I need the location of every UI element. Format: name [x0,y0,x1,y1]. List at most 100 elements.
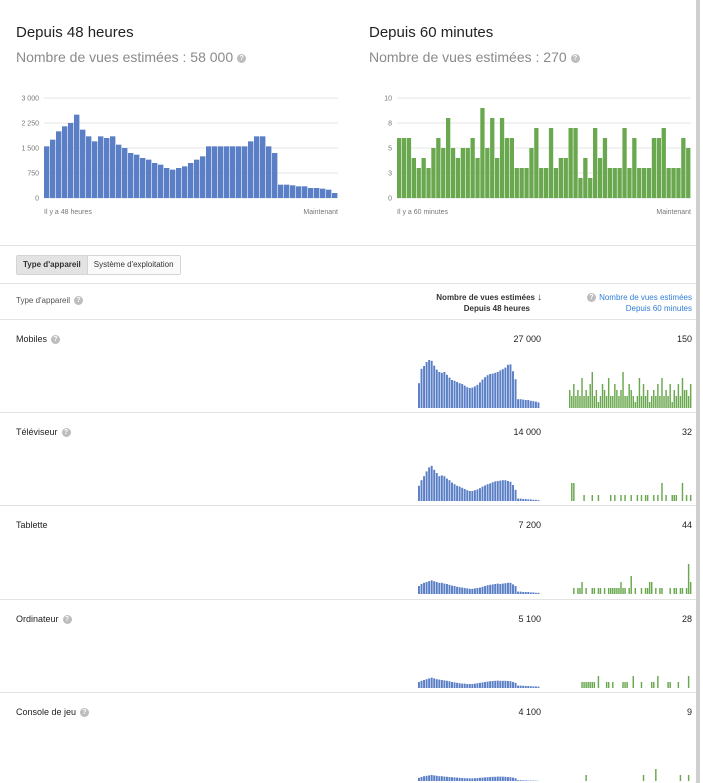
chart-bar [514,168,519,198]
y-tick-label: 1 500 [21,146,39,153]
question-circle-icon[interactable]: ? [587,293,597,303]
sparkline-bar [509,681,512,688]
sparkline-bar [504,480,507,501]
question-circle-icon[interactable]: ? [237,53,247,63]
sparkline-bar [476,384,479,408]
question-circle-icon[interactable]: ? [51,335,61,345]
sparkline-bar [418,383,420,408]
chart-bar [597,158,603,198]
sparkline-bar [651,682,653,688]
x-label-end: Maintenant [303,209,338,216]
sparkline-bar [605,682,608,688]
sparkline-bar [689,495,692,501]
table-row: Tablette 7 200 44 [0,506,696,599]
divider [0,319,696,320]
sparkline-bar [624,588,626,594]
sparkline-bar [524,592,527,594]
sparkline-bar [501,480,504,501]
chart-bar [164,168,170,198]
column-header-48h[interactable]: Nombre de vues estimées ↓ Depuis 48 heure… [370,292,542,314]
sparkline-bar [532,401,535,408]
chart-bar [86,136,92,198]
sparkline-bar [610,588,612,594]
question-circle-icon[interactable]: ? [61,428,71,438]
panel-48h-subtitle-text: Nombre de vues estimées : 58 000 [16,49,234,65]
chart-bar [74,114,80,198]
chart-bar [568,128,573,198]
tab-operating-system[interactable]: Système d'exploitation [87,256,180,274]
chart-bar [612,168,617,198]
sparkline-bar [634,402,637,408]
sparkline-bar [571,483,573,501]
sparkline-bar [589,682,591,688]
sparkline-bar [458,683,461,688]
sparkline-bar [651,582,653,594]
sparkline-bar [501,680,504,688]
sparkline-bar [517,498,520,501]
sparkline-bar [605,396,608,408]
sparkline-bar [529,400,532,408]
sparkline-bar [430,677,433,688]
sparkline-bar [593,588,596,594]
question-circle-icon[interactable]: ? [570,53,580,63]
sparkline-bar [689,384,692,408]
sparkline-bar [591,682,593,688]
sparkline-bar [640,495,643,501]
tab-device-type[interactable]: Type d'appareil [17,256,88,274]
panel-60m-title: Depuis 60 minutes [369,24,494,41]
chart-bar [296,186,302,198]
sparkline-bar [610,495,612,501]
question-circle-icon[interactable]: ? [62,615,72,625]
sparkline-bar [581,378,583,408]
sparkline-bar [514,379,517,408]
sparkline-bar [517,780,520,781]
sparkline-bar [653,390,655,408]
sparkline-bar [420,584,423,594]
question-circle-icon[interactable]: ? [80,708,90,718]
sparkline-bar [420,777,423,781]
sparkline-bar [607,378,610,408]
chart-bar [558,158,563,198]
sparkline-bar [663,396,665,408]
column-header-60m-line1: Nombre de vues estimées [599,293,692,302]
sparkline-bar [573,384,575,408]
row-value-60m: 32 [681,427,692,437]
sparkline-48h [418,465,540,501]
sparkline-bar [471,491,474,501]
row-value-48h: 5 100 [518,614,541,624]
sparkline-bar [420,480,423,501]
column-header-type[interactable]: Type d'appareil? [16,296,84,306]
sparkline-bar [494,584,497,594]
sparkline-bar [484,777,487,781]
sparkline-bar [481,379,484,408]
column-header-60m[interactable]: ? Nombre de vues estimées Depuis 60 minut… [548,292,692,314]
chart-bar [56,131,62,198]
sparkline-bar [509,364,512,408]
chart-bar [485,148,490,198]
sparkline-bar [499,370,502,408]
x-label-start: Il y a 60 minutes [397,209,448,216]
chart-bar [406,138,412,198]
row-value-48h: 7 200 [518,520,541,530]
chart-bar [450,148,456,198]
sparkline-bar [453,682,456,688]
sparkline-bar [466,588,469,594]
chart-bar [176,168,182,198]
question-circle-icon[interactable]: ? [74,296,84,306]
chart-bar [455,158,461,198]
sparkline-bar [451,585,453,594]
sparkline-bar [423,680,426,688]
sparkline-bar [640,396,643,408]
sparkline-bar [453,380,456,408]
sparkline-bar [506,681,509,688]
sparkline-bar [443,372,446,408]
sparkline-bar [445,478,448,501]
sparkline-bar [420,368,423,408]
sparkline-bar [435,369,438,408]
chart-bar [593,128,598,198]
sparkline-bar [671,402,673,408]
sparkline-bar [573,588,575,594]
sparkline-bar [435,473,438,501]
column-header-type-label: Type d'appareil [16,296,71,305]
sparkline-bar [681,378,684,408]
